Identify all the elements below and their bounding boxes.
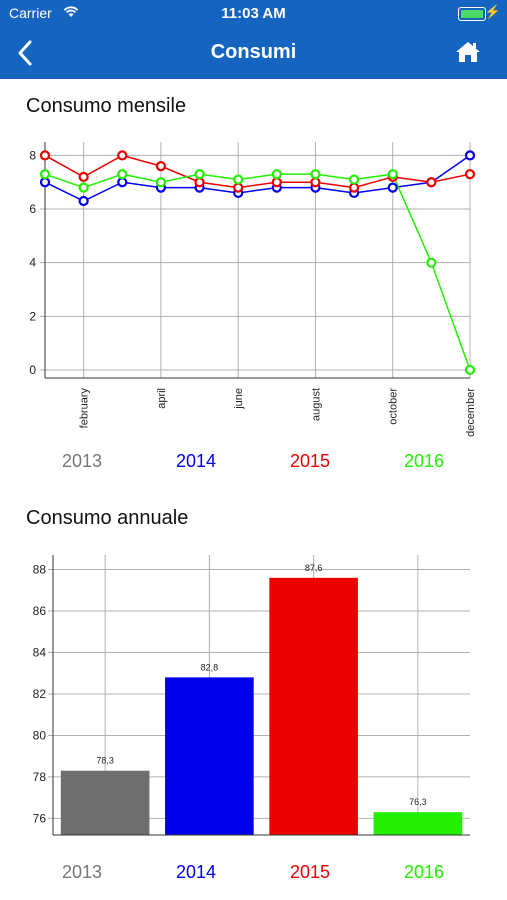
y-tick-label: 82 (33, 687, 47, 701)
series-line-2014 (44, 154, 471, 202)
y-tick-label: 6 (29, 202, 36, 216)
y-tick-label: 86 (33, 604, 47, 618)
data-point-2014 (464, 150, 476, 161)
x-tick-label: february (79, 388, 91, 429)
legend-2016: 2016 (403, 862, 445, 882)
y-tick-label: 2 (29, 309, 36, 323)
data-point-2016 (117, 169, 128, 180)
legend-2013: 2013 (61, 862, 103, 882)
data-point-2015 (39, 150, 51, 161)
data-point-2014 (117, 177, 128, 188)
x-tick-label: december (465, 388, 477, 437)
monthly-line-chart: 0 2 4 6 8 february april june august october decem… (29, 142, 477, 437)
data-point-2015 (233, 182, 244, 193)
data-point-2016 (310, 169, 321, 180)
data-point-2015 (194, 177, 205, 188)
charging-icon: ⚡ (484, 4, 501, 19)
data-point-2016 (155, 177, 167, 188)
annual-bar-chart: 78,3 82,8 87,6 76,3 76 78 80 82 84 86 88 (33, 555, 470, 836)
wifi-icon (63, 6, 79, 17)
carrier-label: Carrier (9, 5, 52, 21)
series-line-2015 (44, 154, 471, 189)
data-point-2015 (271, 177, 282, 188)
data-point-2016 (78, 182, 89, 193)
data-point-2015 (78, 171, 89, 182)
y-tick-label: 4 (29, 256, 36, 270)
legend-2015: 2015 (289, 862, 331, 882)
data-point-2014 (387, 182, 398, 193)
x-tick-label: june (233, 388, 245, 410)
battery-icon (458, 7, 486, 21)
bar-2016 (373, 812, 463, 835)
data-point-2015 (310, 177, 321, 188)
series-line-2016 (44, 173, 471, 371)
data-point-2015 (464, 169, 476, 180)
y-tick-label: 0 (29, 363, 36, 377)
bar-2014 (165, 677, 254, 835)
y-tick-label: 80 (33, 728, 47, 742)
y-tick-label: 88 (33, 563, 47, 577)
monthly-chart-legend: 2013 2014 2015 2016 (0, 451, 507, 475)
data-point-2015 (117, 150, 128, 161)
annual-chart-title: Consumo annuale (26, 507, 189, 529)
legend-2016: 2016 (403, 451, 445, 471)
y-tick-label: 84 (33, 645, 47, 659)
data-point-2015 (348, 182, 360, 193)
navigation-bar: Consumi (0, 28, 507, 79)
home-icon[interactable] (455, 40, 481, 64)
legend-2014: 2014 (175, 451, 217, 471)
bar-value-label: 76,3 (409, 797, 427, 807)
x-tick-label: october (388, 388, 400, 425)
bar-value-label: 87,6 (305, 563, 323, 573)
bar-value-label: 82,8 (201, 662, 219, 672)
data-point-2016 (194, 169, 205, 180)
status-bar: Carrier 11:03 AM ⚡ (0, 0, 507, 28)
data-point-2016 (39, 169, 51, 180)
data-point-2016 (348, 174, 360, 185)
bar-2015 (269, 577, 358, 835)
page-title: Consumi (210, 41, 297, 63)
y-tick-label: 8 (29, 148, 36, 162)
bar-value-label: 78,3 (96, 756, 114, 766)
y-tick-label: 76 (33, 811, 47, 825)
data-point-2016 (387, 169, 398, 180)
data-point-2015 (155, 161, 167, 172)
legend-2014: 2014 (175, 862, 217, 882)
data-point-2016 (271, 169, 282, 180)
data-point-2016 (426, 257, 437, 268)
monthly-chart-title: Consumo mensile (26, 95, 187, 117)
annual-chart-legend: 2013 2014 2015 2016 (0, 862, 507, 886)
data-point-2014 (78, 195, 89, 207)
legend-2013: 2013 (61, 451, 103, 471)
clock: 11:03 AM (221, 5, 286, 22)
bar-2013 (60, 770, 150, 835)
data-point-2016 (464, 364, 476, 376)
x-tick-label: april (156, 388, 168, 409)
data-point-2016 (233, 174, 244, 185)
data-point-2014 (39, 177, 51, 188)
back-chevron-icon[interactable] (12, 38, 42, 68)
y-tick-label: 78 (33, 770, 47, 784)
x-tick-label: august (310, 388, 322, 421)
data-point-2015 (426, 177, 437, 188)
legend-2015: 2015 (289, 451, 331, 471)
